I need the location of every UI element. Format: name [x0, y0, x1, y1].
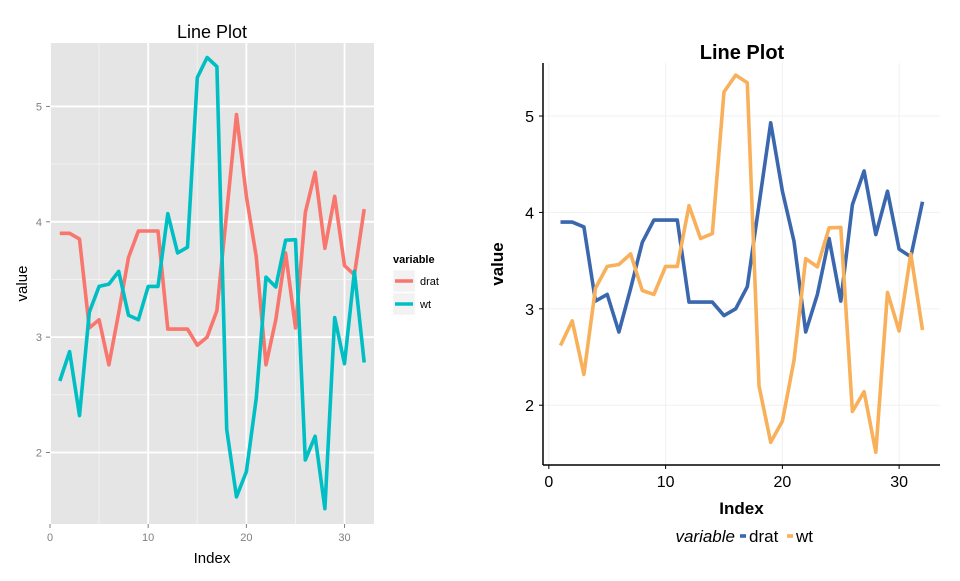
legend-label-drat: drat	[420, 276, 439, 288]
x-axis-label: Index	[194, 550, 231, 567]
y-axis-label: value	[488, 242, 507, 285]
series-line-drat	[560, 121, 925, 334]
legend-label-wt: wt	[795, 527, 813, 546]
series-line-wt	[58, 55, 366, 511]
series-line-drat	[59, 112, 366, 367]
x-tick-label: 20	[240, 532, 252, 544]
legend-label-wt: wt	[419, 299, 431, 311]
legend-title: variable	[393, 254, 435, 266]
y-tick-label: 2	[36, 447, 42, 459]
x-tick-label: 0	[544, 474, 553, 491]
y-tick-label: 3	[36, 332, 42, 344]
y-tick-label: 5	[525, 109, 534, 126]
chart-title: Line Plot	[700, 42, 785, 64]
y-tick-label: 4	[36, 217, 42, 229]
y-tick-label: 5	[36, 101, 42, 113]
x-tick-label: 30	[338, 532, 350, 544]
x-axis-label: Index	[719, 499, 764, 518]
legend-title: variable	[675, 527, 735, 546]
series-line-wt	[558, 73, 925, 455]
x-tick-label: 10	[142, 532, 154, 544]
x-tick-label: 20	[773, 474, 791, 491]
chart-title: Line Plot	[177, 22, 247, 42]
y-tick-label: 4	[525, 205, 534, 222]
x-tick-label: 0	[47, 532, 53, 544]
x-tick-label: 10	[657, 474, 675, 491]
y-tick-label: 2	[525, 398, 534, 415]
y-axis-label: value	[14, 266, 31, 302]
legend-label-drat: drat	[749, 527, 779, 546]
x-tick-label: 30	[890, 474, 908, 491]
y-tick-label: 3	[525, 302, 534, 319]
